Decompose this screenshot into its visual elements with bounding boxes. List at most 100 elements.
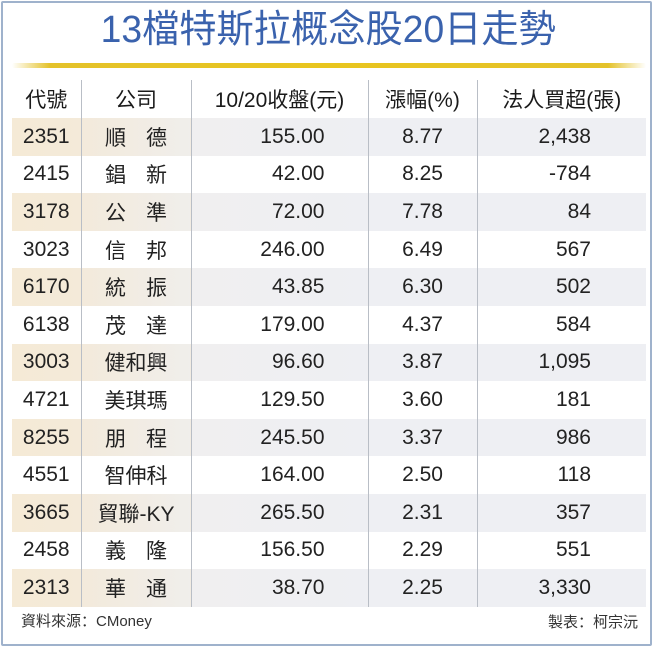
company-name: 信邦 [80, 230, 191, 269]
change-pct: 2.29 [367, 531, 477, 570]
table-row: 2415 錩新 42.00 8.25 -784 [12, 155, 646, 194]
table-row: 8255 朋程 245.50 3.37 986 [12, 418, 646, 457]
change-pct: 3.60 [367, 381, 477, 419]
change-pct: 7.78 [367, 193, 477, 231]
close-price: 164.00 [190, 456, 368, 494]
header-code: 代號 [25, 89, 68, 112]
header-close-price: 10/20收盤(元) [190, 80, 368, 118]
change-pct: 8.77 [367, 118, 477, 156]
close-price: 179.00 [190, 305, 368, 344]
company-name-text: 信邦 [105, 239, 187, 263]
source-note: 資料來源：CMoney [21, 613, 152, 630]
company-name-text: 華通 [105, 577, 187, 601]
table-row: 4721 美琪瑪 129.50 3.60 181 [12, 381, 646, 419]
company-name-text: 朋程 [105, 427, 187, 451]
close-price: 155.00 [190, 118, 368, 156]
close-price: 265.50 [190, 493, 368, 532]
net-buy: 986 [476, 418, 646, 457]
close-price: 156.50 [190, 531, 368, 570]
close-price: 43.85 [190, 268, 368, 306]
table-body: 2351 順德 155.00 8.77 2,438 2415 錩新 42.00 8.25 -784… [12, 118, 646, 607]
header-change-pct: 漲幅(%) [367, 80, 477, 118]
company-name: 華通 [80, 569, 191, 607]
company-name: 美琪瑪 [80, 381, 191, 419]
net-buy: 551 [476, 531, 646, 570]
change-pct: 2.50 [367, 456, 477, 494]
stock-code: 3023 [22, 237, 70, 261]
company-name-text: 茂達 [105, 314, 187, 338]
stock-code: 4551 [22, 463, 70, 487]
net-buy: 84 [476, 193, 646, 231]
close-price: 245.50 [190, 418, 368, 457]
net-buy: 584 [476, 305, 646, 344]
table-row: 3023 信邦 246.00 6.49 567 [12, 230, 646, 269]
net-buy: 181 [476, 381, 646, 419]
change-pct: 3.87 [367, 343, 477, 382]
table-row: 2351 順德 155.00 8.77 2,438 [12, 118, 646, 156]
table-row: 4551 智伸科 164.00 2.50 118 [12, 456, 646, 494]
net-buy: 357 [476, 493, 646, 532]
chart-title: 13檔特斯拉概念股20日走勢 [0, 6, 656, 54]
company-name: 貿聯-KY [80, 493, 191, 532]
net-buy: 1,095 [476, 343, 646, 382]
company-name-text: 順德 [105, 126, 187, 150]
change-pct: 6.30 [367, 268, 477, 306]
close-price: 72.00 [190, 193, 368, 231]
stock-code: 4721 [22, 387, 70, 411]
title-underline [12, 63, 646, 68]
change-pct: 8.25 [367, 155, 477, 194]
close-price: 96.60 [190, 343, 368, 382]
stock-code: 6138 [22, 312, 70, 336]
table-row: 2313 華通 38.70 2.25 3,330 [12, 569, 646, 607]
stock-code: 2351 [12, 118, 81, 156]
stock-table: 代號 公司 10/20收盤(元) 漲幅(%) 法人買超(張) 2351 順德 155… [12, 80, 646, 607]
net-buy: 3,330 [476, 569, 646, 607]
stock-code: 8255 [12, 418, 81, 457]
table-row: 6170 統振 43.85 6.30 502 [12, 268, 646, 306]
table-row: 6138 茂達 179.00 4.37 584 [12, 305, 646, 344]
company-name: 錩新 [80, 155, 191, 194]
company-name: 茂達 [80, 305, 191, 344]
chart-title-text: 13檔特斯拉概念股20日走勢 [100, 9, 556, 51]
change-pct: 2.31 [367, 493, 477, 532]
table-row: 3665 貿聯-KY 265.50 2.31 357 [12, 493, 646, 532]
close-price: 38.70 [190, 569, 368, 607]
net-buy: 567 [476, 230, 646, 269]
stock-code: 2313 [12, 569, 81, 607]
close-price: 129.50 [190, 381, 368, 419]
company-name-text: 錩新 [105, 164, 187, 188]
table-header-row: 代號 公司 10/20收盤(元) 漲幅(%) 法人買超(張) [12, 80, 646, 118]
stock-code: 3178 [12, 193, 81, 231]
stock-code: 2415 [22, 162, 70, 186]
header-company: 公司 [80, 80, 191, 118]
company-name: 公準 [80, 193, 191, 231]
header-net-buy: 法人買超(張) [476, 80, 646, 118]
company-name: 健和興 [80, 343, 191, 382]
company-name: 義隆 [80, 531, 191, 570]
company-name-text: 義隆 [105, 540, 187, 564]
close-price: 42.00 [190, 155, 368, 194]
table-row: 3003 健和興 96.60 3.87 1,095 [12, 343, 646, 382]
company-name: 順德 [80, 118, 191, 156]
change-pct: 6.49 [367, 230, 477, 269]
company-name-text: 公準 [105, 201, 187, 225]
stock-code: 6170 [12, 268, 81, 306]
change-pct: 3.37 [367, 418, 477, 457]
stock-code: 3003 [12, 343, 81, 382]
table-row: 3178 公準 72.00 7.78 84 [12, 193, 646, 231]
company-name: 統振 [80, 268, 191, 306]
company-name: 智伸科 [80, 456, 191, 494]
stock-code: 3665 [12, 493, 81, 532]
net-buy: 2,438 [476, 118, 646, 156]
net-buy: -784 [476, 155, 646, 194]
net-buy: 118 [476, 456, 646, 494]
change-pct: 4.37 [367, 305, 477, 344]
company-name-text: 統振 [105, 277, 187, 301]
table-row: 2458 義隆 156.50 2.29 551 [12, 531, 646, 570]
company-name: 朋程 [80, 418, 191, 457]
change-pct: 2.25 [367, 569, 477, 607]
maker-credit: 製表：柯宗沅 [547, 614, 638, 631]
net-buy: 502 [476, 268, 646, 306]
close-price: 246.00 [190, 230, 368, 269]
stock-code: 2458 [22, 538, 70, 562]
